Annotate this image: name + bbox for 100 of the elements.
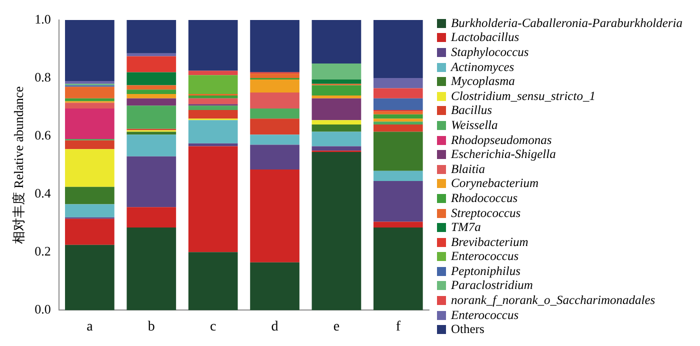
bar [373,222,423,228]
bar [65,244,114,310]
bar [65,102,114,109]
bar [65,204,114,218]
bar [188,120,238,144]
bar [126,72,176,86]
bar [188,20,238,71]
bar [373,124,423,132]
bar [373,88,423,98]
legend-label: Brevibacterium [451,234,528,250]
bar [126,53,176,56]
bar [312,152,362,310]
bar [126,156,176,208]
bar [250,118,300,135]
legend-label: Staphylococcus [451,44,529,60]
legend-label: Corynebacterium [451,176,538,192]
x-tick-label: c [210,319,216,334]
legend-label: Weissella [451,118,498,133]
bar [312,98,362,120]
legend-label: Escherichia-Shigella [451,147,556,162]
bar [126,207,176,228]
bar [65,20,114,81]
bar [250,108,300,119]
y-tick-label: 1.0 [34,11,51,26]
bar [65,140,114,150]
bar [312,64,362,80]
bar [188,70,238,76]
legend-label: Enterococcus [451,308,519,323]
bar [373,118,423,122]
legend-label: Paraclostridium [451,278,533,294]
legend-label: Bacillus [451,103,492,118]
bar [373,181,423,222]
y-tick-label: 0.6 [34,128,52,142]
bar [126,94,176,98]
bar [188,146,238,252]
bar [373,170,423,182]
bar [373,20,423,78]
bar [250,92,300,109]
legend-label: Blaitia [451,162,486,177]
legend-label: Streptococcus [451,206,521,221]
bar [373,227,423,310]
bar [373,114,423,119]
bar [312,132,362,146]
legend-label: Rhodopseudomonas [451,132,552,148]
y-tick-label: 0.2 [34,244,51,259]
bar [126,98,176,106]
legend-label: Actinomyces [451,60,514,75]
legend-label: Lactobacillus [451,30,520,46]
y-tick-label: 0.0 [34,302,51,317]
bar [65,108,114,139]
bar [312,79,362,84]
bar [188,110,238,119]
bar [65,98,114,102]
bar [126,90,176,94]
bar [65,186,114,204]
legend-label: Enterococcus [451,249,519,264]
bar [188,95,238,98]
x-tick-label: e [333,319,340,334]
bar [188,98,238,104]
bar [126,132,176,135]
bar [126,56,176,72]
legend-label: TM7a [451,220,481,236]
bar [126,85,176,90]
legend-label: Burkholderia-Caballeronia-Paraburkholderia [451,16,682,31]
bar [312,95,362,98]
bar [250,134,300,145]
legend-label: Others [451,322,484,338]
y-tick-label: 0.8 [34,69,51,84]
x-tick-label: f [396,319,401,334]
x-tick-label: d [271,319,278,334]
bar [250,144,300,170]
bar [312,85,362,96]
bar [250,79,300,93]
legend-label: Peptoniphilus [451,264,520,279]
bar [65,86,114,98]
bar [312,124,362,132]
bar [250,169,300,262]
legend-label: Mycoplasma [451,74,515,90]
legend-label: Rhodococcus [451,190,518,206]
bar [373,98,423,110]
bar [250,262,300,310]
bar [188,106,238,110]
bar [250,20,300,72]
legend-label: norank_f_norank_o_Saccharimonadales [451,293,656,308]
bar [373,132,423,171]
bar [126,106,176,129]
bar [312,146,362,151]
bar [65,149,114,187]
bar [188,75,238,94]
x-tick-label: b [148,319,155,334]
y-tick-label: 0.4 [34,186,52,201]
bar [373,111,423,114]
legend-label: Clostridium_sensu_stricto_1 [451,88,596,104]
bar [188,252,238,310]
bar [312,120,362,124]
bar [373,122,423,124]
bar [65,80,114,84]
bar [65,218,114,245]
x-tick-label: a [86,319,94,334]
bar [126,134,176,156]
